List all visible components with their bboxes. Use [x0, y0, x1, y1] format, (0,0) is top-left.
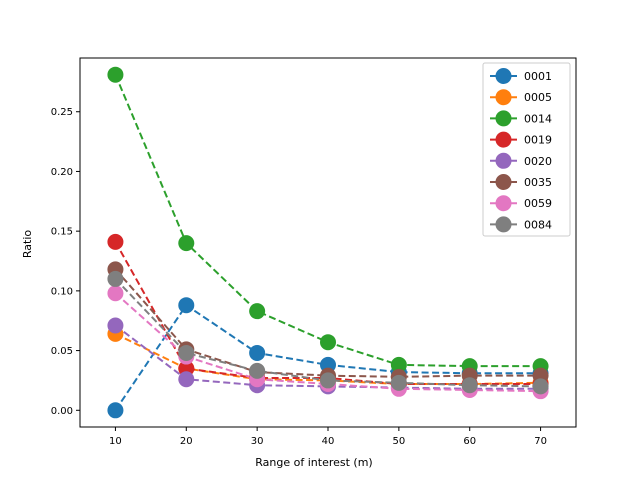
- data-point-0014: [178, 235, 195, 252]
- legend-label-0020: 0020: [524, 155, 552, 168]
- legend-marker-0014: [495, 110, 512, 127]
- legend-marker-0001: [495, 68, 512, 84]
- x-tick-label: 20: [180, 436, 193, 447]
- legend-label-0001: 0001: [524, 70, 552, 83]
- data-point-0084: [178, 344, 195, 361]
- plot-area: 10 20 30 40 50 60 70 0.00 0.05 0.10 0.15 0.20 0.25: [51, 57, 577, 447]
- legend-marker-0020: [495, 152, 512, 169]
- data-point-0020: [107, 317, 124, 334]
- y-tick-label: 0.15: [51, 227, 73, 238]
- data-point-0084: [249, 362, 266, 379]
- data-point-0014: [390, 356, 407, 373]
- legend-marker-0019: [495, 131, 512, 148]
- legend-marker-0035: [495, 174, 512, 190]
- legend-label-0059: 0059: [524, 197, 552, 210]
- x-tick-label: 70: [534, 436, 547, 447]
- data-point-0084: [390, 374, 407, 391]
- y-axis-label: Ratio: [21, 230, 34, 259]
- legend-label-0005: 0005: [524, 91, 552, 104]
- data-point-0084: [107, 270, 124, 287]
- legend-label-0035: 0035: [524, 176, 552, 189]
- legend-label-0014: 0014: [524, 112, 552, 125]
- data-point-0014: [249, 303, 266, 320]
- x-tick-label: 30: [251, 436, 264, 447]
- data-point-0014: [320, 334, 336, 351]
- legend: 0001 0005 0014 0019 0020 0035 0059 0084: [482, 62, 571, 237]
- data-point-0084: [320, 372, 336, 389]
- y-tick-label: 0.20: [51, 167, 73, 178]
- y-tick-label: 0.05: [51, 346, 73, 357]
- data-point-0084: [461, 377, 478, 394]
- x-axis-label: Range of interest (m): [255, 456, 372, 469]
- legend-box: [482, 62, 571, 237]
- data-point-0084: [532, 378, 549, 395]
- x-tick-label: 10: [109, 436, 122, 447]
- legend-marker-0084: [495, 216, 512, 233]
- data-point-0020: [178, 371, 195, 388]
- x-tick-label: 40: [322, 436, 335, 447]
- data-point-0001: [249, 344, 266, 361]
- y-tick-label: 0.10: [51, 286, 73, 297]
- x-tick-label: 60: [463, 436, 476, 447]
- data-point-0019: [107, 233, 124, 250]
- y-tick-label: 0.25: [51, 107, 73, 118]
- y-tick-label: 0.00: [51, 406, 73, 417]
- data-point-0059: [107, 285, 124, 302]
- legend-label-0084: 0084: [524, 218, 552, 231]
- data-point-0001: [107, 402, 124, 419]
- legend-label-0019: 0019: [524, 134, 552, 147]
- x-tick-label: 50: [392, 436, 405, 447]
- data-point-0001: [178, 297, 195, 314]
- legend-marker-0005: [495, 89, 512, 106]
- legend-marker-0059: [495, 195, 512, 212]
- data-point-0014: [107, 66, 124, 83]
